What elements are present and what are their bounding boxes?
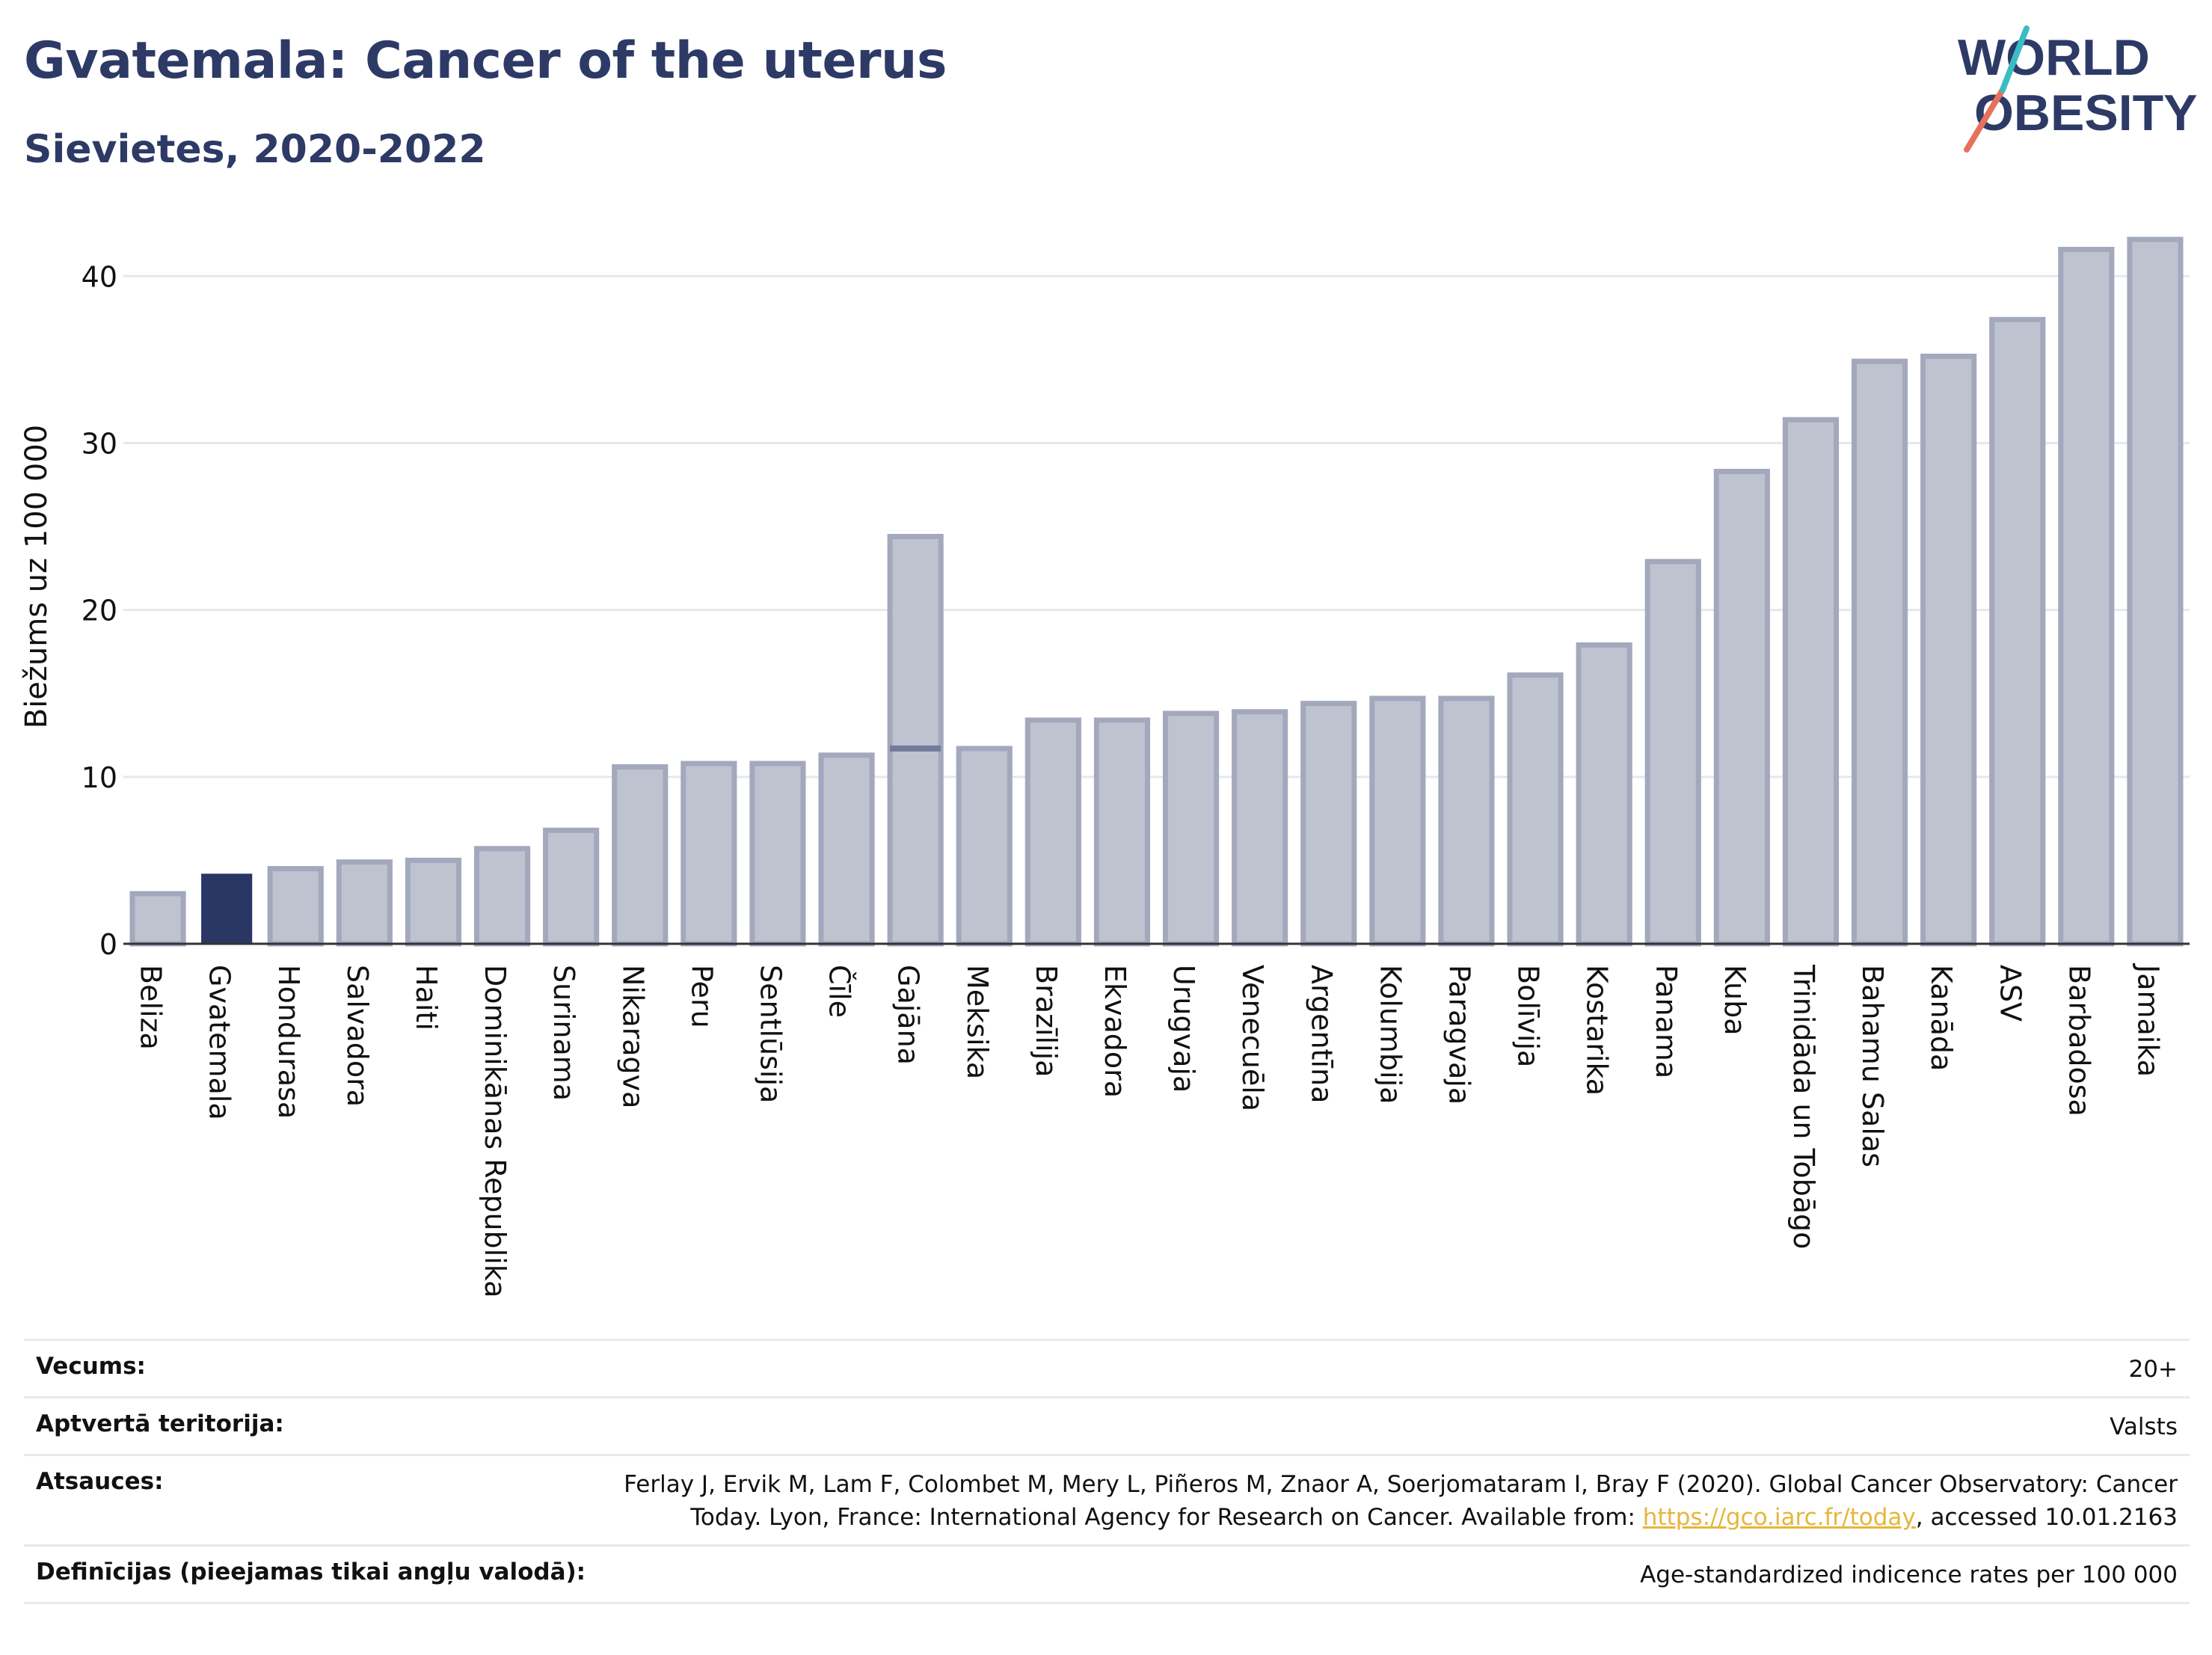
bar-Trinidāda un Tobāgo — [1782, 417, 1840, 947]
bar-Haiti — [405, 857, 462, 947]
x-tick-label: Urugvaja — [1167, 965, 1200, 1093]
x-tick-label: Bahamu Salas — [1856, 965, 1889, 1167]
bar-Salvadora — [336, 859, 393, 947]
x-tick-label: Argentīna — [1305, 965, 1338, 1103]
bar-Kanāda — [1920, 353, 1977, 947]
x-tick-label: Jamaika — [2131, 963, 2164, 1077]
bar-Gvatemala — [201, 873, 253, 944]
bar-Meksika — [956, 746, 1013, 947]
bar-Sentlūsija — [749, 761, 806, 947]
y-axis-ticks: 0 10 20 30 40 — [82, 260, 117, 961]
bar-Jamaika — [2127, 236, 2184, 947]
x-tick-label: Haiti — [410, 965, 443, 1031]
bar-Brazīlija — [1024, 717, 1081, 947]
bar-Barbadosa — [2058, 247, 2115, 947]
meta-row-definitions: Definīcijas (pieejamas tikai angļu valod… — [24, 1544, 2190, 1604]
bar-Ekvadora — [1093, 717, 1151, 947]
meta-value-age: 20+ — [2128, 1356, 2178, 1383]
x-axis-labels: Beliza Gvatemala Hondurasa Salvadora Haiti Do… — [135, 963, 2165, 1298]
bar-Paragvaja — [1438, 696, 1495, 947]
bar-Peru — [681, 761, 737, 947]
meta-row-age: Vecums: 20+ — [24, 1339, 2190, 1396]
bar-Nikaragva — [612, 764, 669, 947]
y-tick-label: 40 — [82, 260, 117, 293]
x-tick-label: Nikaragva — [616, 965, 649, 1108]
bar-Kolumbija — [1369, 696, 1426, 947]
x-tick-label: Salvadora — [341, 965, 374, 1107]
bar-Čīle — [818, 752, 875, 947]
meta-value-definitions: Age-standardized indicence rates per 100… — [1640, 1562, 2178, 1588]
world-obesity-logo: WORLD OBESITY — [1958, 25, 2198, 153]
y-axis-label: Biežums uz 100 000 — [19, 425, 54, 729]
logo-line2: OBESITY — [1974, 85, 2198, 141]
reference-link[interactable]: https://gco.iarc.fr/today — [1642, 1504, 1916, 1531]
reference-text-line1: Ferlay J, Ervik M, Lam F, Colombet M, Me… — [624, 1471, 2178, 1498]
bar-Argentīna — [1300, 701, 1357, 947]
bar-Bolīvija — [1507, 672, 1564, 947]
logo-slash-teal — [2000, 25, 2030, 93]
logo-line1: WORLD — [1958, 29, 2150, 86]
bar-chart: 0 10 20 30 40 Biežums uz 100 000 Beliza Gvate… — [19, 236, 2190, 1298]
x-tick-label: Kostarika — [1581, 965, 1614, 1096]
y-tick-label: 30 — [82, 427, 117, 460]
x-tick-label: Trinidāda un Tobāgo — [1787, 964, 1820, 1249]
bar-Hondurasa — [267, 866, 324, 947]
bars — [129, 236, 2184, 947]
logo-slash-coral — [1964, 87, 2006, 153]
metadata-table: Vecums: 20+ Aptvertā teritorija: Valsts … — [24, 1339, 2190, 1604]
meta-key-age: Vecums: — [36, 1353, 146, 1380]
x-tick-label: Kanāda — [1925, 965, 1958, 1071]
chart-title: Gvatemala: Cancer of the uterus — [24, 31, 947, 90]
meta-key-coverage: Aptvertā teritorija: — [36, 1410, 284, 1437]
x-tick-label: ASV — [1994, 965, 2027, 1022]
bar-Dominikānas Republika — [473, 846, 531, 947]
x-tick-label: Meksika — [961, 965, 994, 1079]
reference-text-line2: Today. Lyon, France: International Agenc… — [690, 1504, 1643, 1531]
x-tick-label: Čīle — [823, 965, 856, 1018]
bar-Venecuēla — [1232, 709, 1288, 947]
y-tick-label: 0 — [99, 928, 117, 961]
x-tick-label: Kuba — [1718, 965, 1751, 1036]
x-tick-label: Paragvaja — [1443, 965, 1475, 1105]
y-tick-label: 20 — [82, 595, 117, 627]
x-tick-label: Bolīvija — [1512, 965, 1545, 1067]
x-tick-label: Kolumbija — [1374, 965, 1407, 1104]
y-tick-label: 10 — [82, 761, 117, 794]
chart-subtitle: Sievietes, 2020-2022 — [24, 127, 486, 172]
meta-value-coverage: Valsts — [2110, 1413, 2178, 1440]
bar-Surinama — [543, 827, 600, 947]
meta-row-coverage: Aptvertā teritorija: Valsts — [24, 1396, 2190, 1454]
x-tick-label: Panama — [1650, 965, 1683, 1078]
x-tick-label: Ekvadora — [1099, 965, 1131, 1098]
grid-lines — [123, 274, 2190, 779]
x-tick-label: Gajāna — [892, 965, 925, 1065]
bar-Bahamu Salas — [1851, 358, 1908, 947]
x-tick-label: Surinama — [547, 965, 580, 1101]
bar-Kostarika — [1576, 642, 1632, 947]
x-tick-label: Beliza — [135, 965, 168, 1050]
bar-Kuba — [1713, 468, 1770, 947]
meta-key-definitions: Definīcijas (pieejamas tikai angļu valod… — [36, 1559, 586, 1585]
bar-Urugvaja — [1162, 710, 1220, 947]
x-tick-label: Peru — [685, 965, 718, 1028]
x-tick-label: Sentlūsija — [754, 965, 787, 1103]
bar-Panama — [1644, 559, 1701, 947]
x-tick-label: Gvatemala — [203, 965, 236, 1120]
x-tick-label: Barbadosa — [2062, 965, 2095, 1117]
meta-row-references: Atsauces: Ferlay J, Ervik M, Lam F, Colo… — [24, 1454, 2190, 1544]
reference-text-accessed: , accessed 10.01.2163 — [1915, 1504, 2178, 1531]
x-tick-label: Venecuēla — [1236, 965, 1269, 1111]
x-tick-label: Dominikānas Republika — [479, 965, 511, 1298]
meta-value-references: Ferlay J, Ervik M, Lam F, Colombet M, Me… — [624, 1468, 2178, 1534]
meta-key-references: Atsauces: — [36, 1468, 164, 1495]
bar-Gajāna — [887, 533, 944, 947]
x-tick-label: Hondurasa — [272, 965, 305, 1119]
bar-ASV — [1989, 316, 2046, 947]
bar-Beliza — [129, 891, 186, 947]
x-tick-label: Brazīlija — [1030, 965, 1063, 1077]
